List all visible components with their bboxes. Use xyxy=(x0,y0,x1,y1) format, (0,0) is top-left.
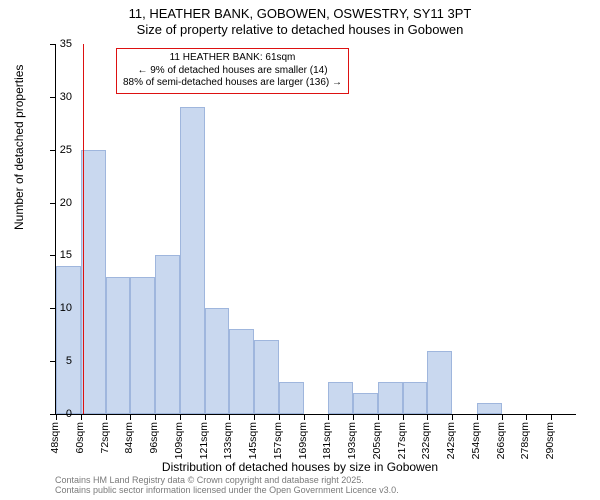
bar xyxy=(378,382,403,414)
bar xyxy=(328,382,353,414)
footer-line2: Contains public sector information licen… xyxy=(55,485,399,495)
x-tick-label: 169sqm xyxy=(297,422,309,459)
x-tick-label: 278sqm xyxy=(519,422,531,459)
bar xyxy=(180,107,205,414)
y-tick-label: 10 xyxy=(42,302,72,314)
x-tick-label: 96sqm xyxy=(148,422,160,454)
bar xyxy=(81,150,106,414)
x-tick-label: 217sqm xyxy=(396,422,408,459)
footer-line1: Contains HM Land Registry data © Crown c… xyxy=(55,475,399,485)
bar xyxy=(254,340,279,414)
y-tick-label: 15 xyxy=(42,249,72,261)
title-line2: Size of property relative to detached ho… xyxy=(0,22,600,38)
y-tick-label: 20 xyxy=(42,197,72,209)
y-tick-label: 30 xyxy=(42,91,72,103)
bar xyxy=(229,329,254,414)
title-line1: 11, HEATHER BANK, GOBOWEN, OSWESTRY, SY1… xyxy=(0,6,600,22)
x-tick-label: 266sqm xyxy=(495,422,507,459)
x-tick-label: 48sqm xyxy=(49,422,61,454)
x-tick-label: 109sqm xyxy=(173,422,185,459)
x-tick-label: 181sqm xyxy=(321,422,333,459)
y-tick-label: 5 xyxy=(42,355,72,367)
y-tick-label: 0 xyxy=(42,408,72,420)
x-tick-label: 193sqm xyxy=(346,422,358,459)
x-tick-label: 205sqm xyxy=(371,422,383,459)
footer: Contains HM Land Registry data © Crown c… xyxy=(55,475,399,496)
x-tick-label: 254sqm xyxy=(470,422,482,459)
bar xyxy=(130,277,155,414)
bar xyxy=(427,351,452,414)
bar xyxy=(279,382,304,414)
annotation-line2: ← 9% of detached houses are smaller (14) xyxy=(123,65,342,78)
x-tick-label: 60sqm xyxy=(74,422,86,454)
x-tick-label: 145sqm xyxy=(247,422,259,459)
bar xyxy=(205,308,230,414)
y-axis-label: Number of detached properties xyxy=(12,65,26,230)
annotation-box: 11 HEATHER BANK: 61sqm← 9% of detached h… xyxy=(116,48,349,94)
y-tick-label: 35 xyxy=(42,38,72,50)
bar xyxy=(477,403,502,414)
x-tick-label: 157sqm xyxy=(272,422,284,459)
x-tick-label: 121sqm xyxy=(198,422,210,459)
x-tick-label: 72sqm xyxy=(99,422,111,454)
bar xyxy=(155,255,180,414)
bar xyxy=(56,266,81,414)
bar xyxy=(403,382,428,414)
title-block: 11, HEATHER BANK, GOBOWEN, OSWESTRY, SY1… xyxy=(0,0,600,39)
x-tick-label: 133sqm xyxy=(222,422,234,459)
annotation-line1: 11 HEATHER BANK: 61sqm xyxy=(123,52,342,65)
chart-container: 11, HEATHER BANK, GOBOWEN, OSWESTRY, SY1… xyxy=(0,0,600,500)
chart-area: 11 HEATHER BANK: 61sqm← 9% of detached h… xyxy=(55,44,575,414)
annotation-line3: 88% of semi-detached houses are larger (… xyxy=(123,77,342,90)
x-tick-label: 290sqm xyxy=(544,422,556,459)
x-tick-label: 84sqm xyxy=(123,422,135,454)
x-axis-label: Distribution of detached houses by size … xyxy=(0,460,600,474)
plot-area: 11 HEATHER BANK: 61sqm← 9% of detached h… xyxy=(55,44,576,415)
x-tick-label: 242sqm xyxy=(445,422,457,459)
reference-line xyxy=(83,44,85,414)
bar xyxy=(353,393,378,414)
x-tick-label: 232sqm xyxy=(420,422,432,459)
bar xyxy=(106,277,131,414)
y-tick-label: 25 xyxy=(42,144,72,156)
